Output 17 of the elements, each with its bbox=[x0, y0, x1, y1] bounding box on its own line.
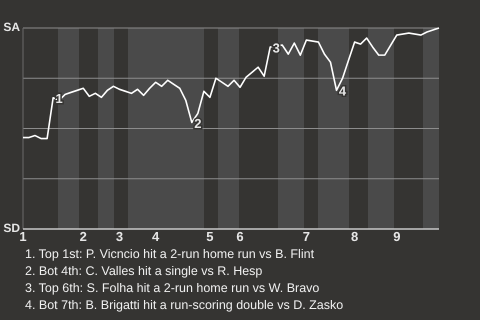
x-tick-label: 3 bbox=[116, 229, 124, 244]
annotation: 4 bbox=[338, 84, 347, 99]
x-tick-label: 8 bbox=[350, 229, 358, 244]
text: SA bbox=[3, 20, 20, 34]
text: 1. Top 1st: P. Vicncio hit a 2-run home run vs B. Flint bbox=[25, 247, 315, 261]
x-tick-label: 5 bbox=[206, 229, 214, 244]
text: SD bbox=[3, 221, 20, 236]
x-tick-label: 1 bbox=[19, 229, 27, 244]
text: 3. Top 6th: S. Folha hit a 2-run home run vs W. Bravo bbox=[25, 281, 320, 295]
x-tick-label: 7 bbox=[302, 229, 310, 244]
text: 2. Bot 4th: C. Valles hit a single vs R. Hesp bbox=[25, 264, 262, 278]
x-tick-label: 6 bbox=[236, 229, 244, 244]
annotation: 2 bbox=[194, 116, 202, 131]
text: 4. Bot 7th: B. Brigatti hit a run-scoring double vs D. Zasko bbox=[25, 298, 344, 312]
x-tick-label: 4 bbox=[152, 229, 160, 244]
x-tick-label: 9 bbox=[393, 229, 400, 244]
x-tick-label: 2 bbox=[80, 229, 87, 244]
